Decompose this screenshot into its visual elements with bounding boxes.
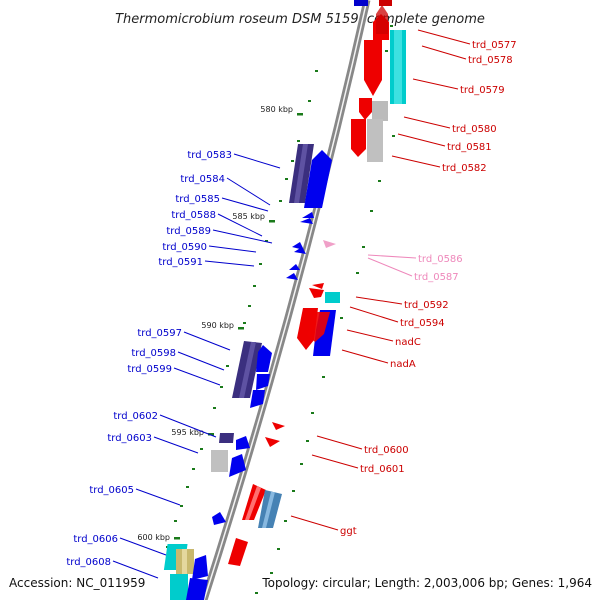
gene-features: [163, 0, 406, 600]
gene-arrow-trd_0591[interactable]: [286, 273, 298, 280]
gene-arrow-trd_0608[interactable]: [186, 578, 208, 600]
gene-arrow-trd_0584[interactable]: [304, 150, 332, 208]
gene-label-trd_0584[interactable]: trd_0584: [180, 174, 225, 185]
gene-label-trd_0585[interactable]: trd_0585: [175, 194, 220, 205]
gene-box-trd_0580[interactable]: [372, 101, 388, 121]
gene-label-trd_0580[interactable]: trd_0580: [452, 124, 497, 135]
gene-arrow-trd_0606b[interactable]: [192, 555, 208, 580]
gene-arrow-trd_0586[interactable]: [323, 240, 336, 248]
gene-box-top-blue[interactable]: [354, 0, 368, 6]
gene-label-trd_0601[interactable]: trd_0601: [360, 464, 405, 475]
gene-label-ggt[interactable]: ggt: [340, 526, 357, 537]
gene-box-trd_0606-hi: [182, 549, 187, 574]
gene-box-trd_0583-hi: [294, 144, 308, 203]
gene-label-trd_0602[interactable]: trd_0602: [113, 411, 158, 422]
ruler-major: 580 kbp 585 kbp 590 kbp 595 kbp 600 kbp: [137, 105, 303, 542]
gene-arrow-trd_0592b[interactable]: [309, 288, 324, 298]
gene-label-trd_0603[interactable]: trd_0603: [107, 433, 152, 444]
gene-arrow-trd_0592[interactable]: [312, 283, 324, 289]
gene-box-trd_0594[interactable]: [325, 292, 340, 303]
gene-label-nadC[interactable]: nadC: [395, 337, 421, 348]
gene-label-trd_0605[interactable]: trd_0605: [89, 485, 134, 496]
gene-arrow-trd_0590[interactable]: [294, 247, 306, 254]
gene-box-highlight: [394, 30, 402, 104]
gene-arrow-trd_0598b[interactable]: [256, 374, 270, 390]
gene-label-trd_0589[interactable]: trd_0589: [166, 226, 211, 237]
gene-arrow-trd_0600[interactable]: [272, 422, 285, 430]
gene-label-trd_0597[interactable]: trd_0597: [137, 328, 182, 339]
gene-label-trd_0592[interactable]: trd_0592: [404, 300, 449, 311]
gene-label-nadA[interactable]: nadA: [390, 359, 416, 370]
gene-box-ggt-hi: [245, 486, 261, 520]
ruler-label-580: 580 kbp: [260, 105, 293, 114]
gene-label-trd_0594[interactable]: trd_0594: [400, 318, 445, 329]
accession-label: Accession: NC_011959: [9, 576, 145, 590]
ruler-label-590: 590 kbp: [201, 321, 234, 330]
gene-label-trd_0590[interactable]: trd_0590: [162, 242, 207, 253]
gene-label-trd_0598[interactable]: trd_0598: [131, 348, 176, 359]
map-title: Thermomicrobium roseum DSM 5159, complet…: [115, 12, 485, 27]
gene-arrow-trd_0605[interactable]: [212, 512, 226, 525]
gene-label-trd_0600[interactable]: trd_0600: [364, 445, 409, 456]
gene-arrow-red-bottom[interactable]: [228, 538, 248, 566]
genome-summary: Topology: circular; Length: 2,003,006 bp…: [261, 576, 592, 590]
gene-arrow-trd_0578[interactable]: [364, 40, 382, 96]
leader-lines: [112, 29, 471, 579]
ruler-ticks: [166, 25, 395, 594]
gene-arrow-trd_0582[interactable]: [367, 119, 383, 162]
gene-arrow-trd_0581[interactable]: [351, 119, 366, 157]
gene-label-trd_0578[interactable]: trd_0578: [468, 55, 513, 66]
gene-label-trd_0587[interactable]: trd_0587: [414, 272, 459, 283]
gene-label-trd_0588[interactable]: trd_0588: [171, 210, 216, 221]
gene-label-trd_0606[interactable]: trd_0606: [73, 534, 118, 545]
gene-label-trd_0583[interactable]: trd_0583: [187, 150, 232, 161]
ruler-label-585: 585 kbp: [232, 212, 265, 221]
gene-arrow-trd_0602b[interactable]: [236, 436, 250, 450]
gene-arrow-nadA[interactable]: [307, 312, 330, 342]
gene-label-trd_0577[interactable]: trd_0577: [472, 40, 517, 51]
gene-arrow-trd_0585[interactable]: [302, 212, 314, 218]
gene-box-trd_0602[interactable]: [219, 433, 234, 443]
gene-label-trd_0579[interactable]: trd_0579: [460, 85, 505, 96]
gene-label-trd_0582[interactable]: trd_0582: [442, 163, 487, 174]
gene-box-trd_0597-hi: [239, 342, 256, 398]
gene-arrow-trd_0591a[interactable]: [289, 264, 300, 270]
gene-arrow-trd_0598[interactable]: [256, 345, 272, 372]
ruler-label-600: 600 kbp: [137, 533, 170, 542]
gene-label-trd_0581[interactable]: trd_0581: [447, 142, 492, 153]
gene-arrow-trd_0577b[interactable]: [376, 5, 388, 34]
gene-box-ggt-steel-hi: [262, 492, 275, 528]
gene-labels-forward: trd_0583 trd_0584 trd_0585 trd_0588 trd_…: [66, 150, 232, 568]
ruler-label-595: 595 kbp: [171, 428, 204, 437]
gene-arrow-trd_0603[interactable]: [229, 454, 246, 477]
gene-arrow-trd_0599[interactable]: [250, 390, 265, 408]
gene-label-trd_0586[interactable]: trd_0586: [418, 254, 463, 265]
gene-label-trd_0591[interactable]: trd_0591: [158, 257, 203, 268]
gene-label-trd_0599[interactable]: trd_0599: [127, 364, 172, 375]
gene-arrow-trd_0579[interactable]: [359, 98, 372, 120]
gene-box-top-red[interactable]: [379, 0, 392, 6]
gene-arrow-trd_0588[interactable]: [300, 218, 313, 224]
gene-labels-reverse: trd_0577 trd_0578 trd_0579 trd_0580 trd_…: [340, 40, 517, 537]
gene-arrow-trd_0601[interactable]: [265, 437, 280, 447]
gene-label-trd_0608[interactable]: trd_0608: [66, 557, 111, 568]
gene-box-trd_0603[interactable]: [211, 450, 228, 472]
gene-box-trd_0608[interactable]: [170, 574, 188, 600]
genome-backbone: [200, 0, 371, 600]
